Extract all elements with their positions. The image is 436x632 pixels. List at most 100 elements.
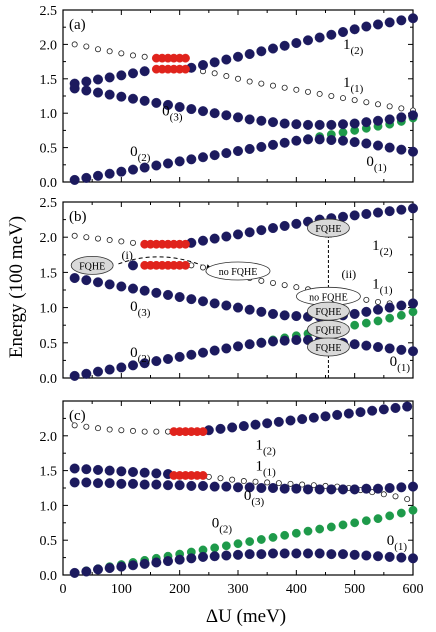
curve-label: 0(1) [366, 154, 387, 174]
data-point-12 [384, 206, 395, 217]
data-point-01 [326, 549, 337, 560]
data-point-03 [116, 478, 127, 489]
curve-label: 0(2) [212, 516, 233, 536]
data-point-01 [151, 160, 162, 171]
data-point-11 [198, 471, 208, 480]
annotation-ellipse-label: FQHE [315, 307, 341, 318]
data-point-01 [127, 360, 138, 371]
data-point-02 [268, 533, 278, 542]
data-point-12 [244, 49, 255, 60]
data-point-03 [396, 112, 407, 123]
data-point-01 [197, 152, 208, 163]
data-point-03 [162, 480, 173, 491]
curve-label: 1(2) [372, 238, 393, 258]
data-point-12 [402, 401, 413, 412]
data-point-12 [408, 203, 419, 214]
data-point-11 [181, 260, 190, 270]
curve-label-main: 0 [390, 354, 398, 370]
data-point-03 [139, 285, 150, 296]
curve-label: 0(3) [130, 299, 151, 319]
data-point-03 [116, 281, 127, 292]
data-point-02 [233, 539, 243, 549]
data-point-11 [211, 70, 218, 77]
x-axis-label: ΔU (meV) [206, 606, 286, 627]
data-point-01 [221, 343, 232, 354]
data-point-01 [116, 362, 127, 373]
data-point-03 [127, 478, 138, 489]
curve-label-subscript: (1) [351, 83, 364, 95]
data-point-12 [367, 405, 378, 416]
data-point-12 [215, 423, 226, 434]
data-point-01 [232, 146, 243, 157]
data-point-03 [396, 482, 407, 493]
data-point-03 [256, 115, 267, 126]
data-point-01 [349, 549, 360, 560]
data-point-11 [229, 476, 236, 483]
data-point-01 [209, 150, 220, 161]
x-tick-label: 600 [403, 582, 424, 597]
data-point-02 [291, 528, 301, 538]
data-point-12 [83, 423, 90, 430]
data-point-03 [338, 119, 349, 130]
data-point-01 [81, 172, 92, 183]
data-point-03 [291, 483, 302, 494]
data-point-03 [314, 119, 325, 130]
data-point-01 [291, 135, 302, 146]
data-point-11 [275, 480, 282, 487]
data-point-03 [396, 300, 407, 311]
data-point-03 [326, 484, 337, 495]
data-point-01 [232, 341, 243, 352]
data-point-03 [162, 289, 173, 300]
data-point-11 [127, 466, 138, 477]
data-point-01 [384, 551, 395, 562]
data-point-03 [361, 306, 372, 317]
data-point-01 [104, 563, 115, 574]
data-point-11 [258, 277, 265, 284]
data-point-01 [69, 567, 80, 578]
data-point-11 [246, 78, 253, 85]
data-point-03 [268, 308, 279, 319]
data-point-01 [221, 550, 232, 561]
y-tick-label: 1.0 [40, 107, 58, 122]
data-point-01 [174, 554, 185, 565]
data-point-11 [293, 86, 300, 93]
y-tick-label: 0.0 [40, 176, 58, 191]
data-point-12 [238, 421, 249, 432]
data-point-03 [349, 118, 360, 129]
data-point-01 [244, 549, 255, 560]
annotation-ellipse [307, 337, 350, 357]
data-point-12 [71, 232, 78, 239]
data-point-01 [244, 339, 255, 350]
data-point-12 [285, 415, 296, 426]
data-point-01 [338, 135, 349, 146]
data-point-01 [162, 353, 173, 364]
data-point-03 [197, 106, 208, 117]
data-point-03 [303, 119, 314, 130]
data-point-12 [71, 422, 78, 429]
data-point-12 [343, 408, 354, 419]
data-point-12 [244, 227, 255, 238]
data-point-11 [151, 468, 162, 479]
data-point-03 [104, 478, 115, 489]
data-point-12 [279, 220, 290, 231]
curve-label-main: 0 [162, 103, 170, 119]
data-point-01 [314, 548, 325, 559]
data-point-02 [373, 514, 383, 524]
data-point-01 [256, 141, 267, 152]
data-point-03 [174, 292, 185, 303]
data-point-03 [373, 115, 384, 126]
data-point-12 [361, 208, 372, 219]
annotation-ellipse [70, 255, 114, 275]
data-point-12 [308, 412, 319, 423]
data-point-01 [314, 134, 325, 145]
data-point-03 [221, 300, 232, 311]
annotation-ellipse-label: FQHE [315, 343, 341, 354]
data-point-01 [256, 549, 267, 560]
data-point-11 [252, 478, 259, 485]
data-point-11 [264, 479, 271, 486]
data-point-11 [92, 74, 103, 85]
data-point-12 [250, 419, 261, 430]
curve-label-subscript: (2) [263, 446, 276, 458]
data-point-01 [268, 139, 279, 150]
curve-label-subscript: (3) [138, 307, 151, 319]
